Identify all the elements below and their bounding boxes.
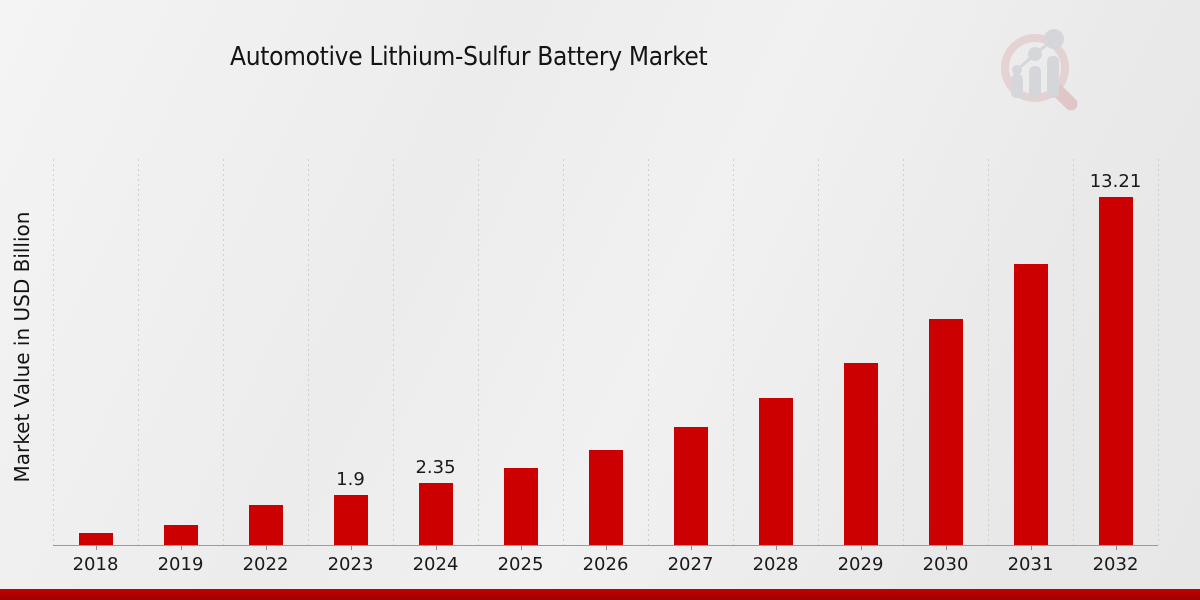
x-tick [350, 545, 352, 550]
x-tick-label: 2029 [837, 554, 884, 575]
gridline [138, 159, 139, 545]
x-tick [435, 545, 437, 550]
x-tick [95, 545, 97, 550]
x-tick [1115, 545, 1117, 550]
bar-2025 [503, 468, 538, 545]
x-tick-label: 2018 [72, 554, 119, 575]
gridline [1073, 159, 1074, 545]
bar-2024 [418, 483, 453, 545]
x-tick-label: 2027 [667, 554, 714, 575]
x-tick [265, 545, 267, 550]
x-tick [690, 545, 692, 550]
chart-title: Automotive Lithium-Sulfur Battery Market [230, 42, 708, 72]
bar-2031 [1013, 264, 1048, 545]
x-tick-label: 2028 [752, 554, 799, 575]
x-tick-label: 2032 [1092, 554, 1139, 575]
x-tick [520, 545, 522, 550]
bar-2026 [588, 449, 623, 545]
y-axis-label: Market Value in USD Billion [10, 211, 34, 483]
gridline [53, 159, 54, 545]
x-tick-label: 2024 [412, 554, 459, 575]
bar-value-label: 2.35 [415, 457, 456, 479]
gridline [903, 159, 904, 545]
gridline [393, 159, 394, 545]
gridline [563, 159, 564, 545]
bar-2029 [843, 362, 878, 545]
gridline [733, 159, 734, 545]
gridline [1158, 159, 1159, 545]
x-tick [775, 545, 777, 550]
x-tick [1030, 545, 1032, 550]
mrfr-logo-watermark-icon [1001, 29, 1078, 111]
x-tick [605, 545, 607, 550]
gridline [818, 159, 819, 545]
x-tick-label: 2019 [157, 554, 204, 575]
gridline [223, 159, 224, 545]
x-tick [945, 545, 947, 550]
bar-2023 [333, 494, 368, 545]
gridline [648, 159, 649, 545]
x-tick [860, 545, 862, 550]
plot-area: 2018 2019 2022 1.9 2023 2.35 2024 2025 2026 2027 2… [53, 159, 1159, 575]
bar-2027 [673, 426, 708, 545]
bar-value-label: 13.21 [1089, 171, 1142, 192]
gridline [308, 159, 309, 545]
bar-2030 [928, 318, 963, 545]
gridline [988, 159, 989, 545]
bar-2022 [248, 505, 283, 545]
x-tick-label: 2023 [327, 554, 374, 575]
x-tick-label: 2030 [922, 554, 969, 575]
footer-accent-bar [0, 589, 1200, 600]
x-tick-label: 2026 [582, 554, 629, 575]
x-tick-label: 2025 [497, 554, 544, 575]
bar-2019 [163, 524, 198, 545]
bar-2028 [758, 398, 793, 545]
bar-2032 [1098, 197, 1133, 545]
x-tick [180, 545, 182, 550]
x-tick-label: 2031 [1007, 554, 1054, 575]
x-tick-label: 2022 [242, 554, 289, 575]
bar-2018 [78, 532, 113, 545]
gridline [478, 159, 479, 545]
bar-value-label: 1.9 [336, 468, 365, 490]
